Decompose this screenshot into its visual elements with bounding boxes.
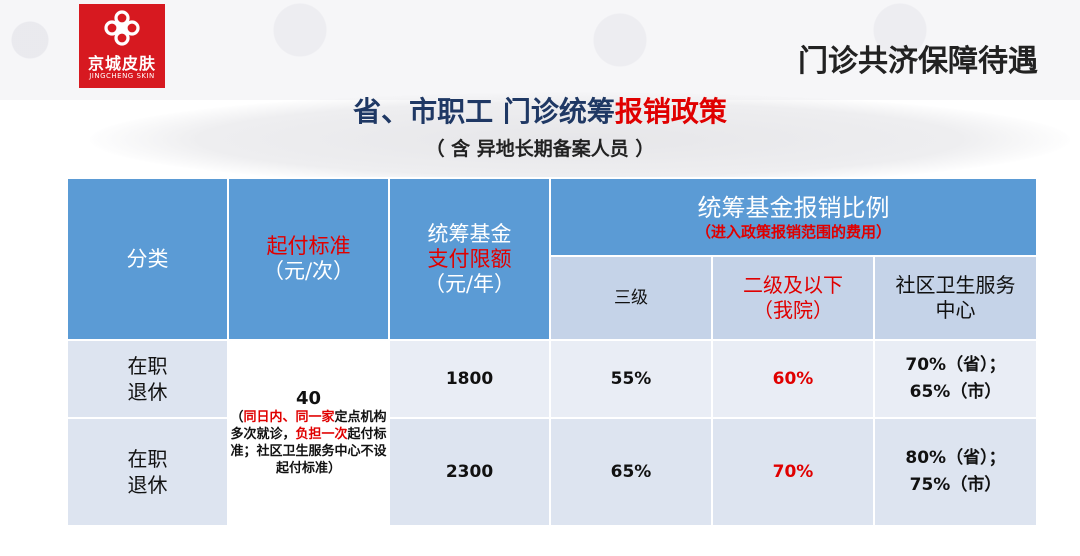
row1-community: 70%（省）； 65%（市） <box>873 339 1038 419</box>
row2-level2: 70% <box>711 417 875 527</box>
deductible-note-c: 定点机构多次就诊， <box>230 409 387 442</box>
header-fund-limit-line1: 统筹基金 <box>427 221 512 246</box>
decorative-swoosh <box>90 92 1070 187</box>
row1-category: 在职 退休 <box>66 339 229 419</box>
row1-community-line2: 65%（市） <box>909 382 1002 402</box>
header-category: 分类 <box>66 177 229 341</box>
header-ratio-label: 统筹基金报销比例 <box>697 194 890 222</box>
header-ratio-note: （进入政策报销范围的费用） <box>695 223 891 241</box>
row2-limit: 2300 <box>388 417 551 527</box>
brand-logo: 京城皮肤 JINGCHENG SKIN <box>79 4 165 88</box>
row2-community-line1: 80%（省）； <box>905 448 1006 468</box>
row1-level3: 55% <box>549 339 713 419</box>
subheader-community: 社区卫生服务 中心 <box>873 255 1038 341</box>
row2-level3: 65% <box>549 417 713 527</box>
row2-category-line2: 退休 <box>127 473 168 497</box>
subheader-level3: 三级 <box>549 255 713 341</box>
deductible-cell: 40 （同日内、同一家定点机构多次就诊，负担一次起付标准；社区卫生服务中心不设起… <box>227 339 390 527</box>
header-fund-limit-line2: 支付限额 <box>427 246 512 271</box>
table-header-row: 分类 起付标准 （元/次） 统筹基金 支付限额 （元/年） 统筹基金报销比例 （… <box>66 177 1038 341</box>
brand-flower-icon <box>104 10 140 46</box>
table-row: 在职 退休 40 （同日内、同一家定点机构多次就诊，负担一次起付标准；社区卫生服… <box>66 339 1038 527</box>
page-title-highlight: 报销政策 <box>614 95 727 128</box>
header-deductible-label: 起付标准 <box>266 234 351 258</box>
subheader-level2-line1: 二级及以下 <box>743 273 843 297</box>
row2-community-line2: 75%（市） <box>909 475 1002 495</box>
row2-category: 在职 退休 <box>66 417 229 527</box>
table-row: 在职 退休 2300 65% 70% 80%（省）； 75%（市） <box>66 417 1038 527</box>
brand-name: 京城皮肤 <box>87 54 156 73</box>
deductible-value: 40 <box>295 387 322 409</box>
row2-community: 80%（省）； 75%（市） <box>873 417 1038 527</box>
subheader-community-line2: 中心 <box>935 298 976 322</box>
section-title: 门诊共济保障待遇 <box>798 44 1038 79</box>
policy-table: 分类 起付标准 （元/次） 统筹基金 支付限额 （元/年） 统筹基金报销比例 （… <box>66 177 1038 527</box>
deductible-note-b: 同日内、同一家 <box>243 409 335 425</box>
deductible-note-e: 起付标准；社区卫生服务中心不设起付标准） <box>230 426 387 476</box>
deductible-note-d: 负担一次 <box>295 426 348 442</box>
page-title: 省、市职工 门诊统筹报销政策 <box>0 90 1080 130</box>
decorative-header-band <box>0 0 1080 100</box>
row1-community-line1: 70%（省）； <box>905 355 1006 375</box>
subheader-level2-line2: （我院） <box>753 298 833 322</box>
header-fund-limit: 统筹基金 支付限额 （元/年） <box>388 177 551 341</box>
table-subheader-row: 三级 二级及以下 （我院） 社区卫生服务 中心 <box>67 255 1038 341</box>
brand-subtitle: JINGCHENG SKIN <box>89 72 155 80</box>
page-subtitle: （ 含 异地长期备案人员 ） <box>425 138 655 160</box>
row1-category-line1: 在职 <box>127 354 168 378</box>
page-title-part1: 省、市职工 门诊统筹 <box>353 95 615 128</box>
deductible-note-a: （ <box>230 409 244 425</box>
row1-category-line2: 退休 <box>127 380 168 404</box>
subheader-level2: 二级及以下 （我院） <box>711 255 875 341</box>
row1-level2: 60% <box>711 339 875 419</box>
header-deductible: 起付标准 （元/次） <box>227 177 390 341</box>
row2-category-line1: 在职 <box>127 447 168 471</box>
subheader-community-line1: 社区卫生服务 <box>895 273 1016 297</box>
header-reimbursement-ratio: 统筹基金报销比例 （进入政策报销范围的费用） <box>549 177 1038 257</box>
row1-limit: 1800 <box>388 339 551 419</box>
header-fund-limit-unit: （元/年） <box>423 271 516 296</box>
header-deductible-unit: （元/次） <box>262 259 355 283</box>
